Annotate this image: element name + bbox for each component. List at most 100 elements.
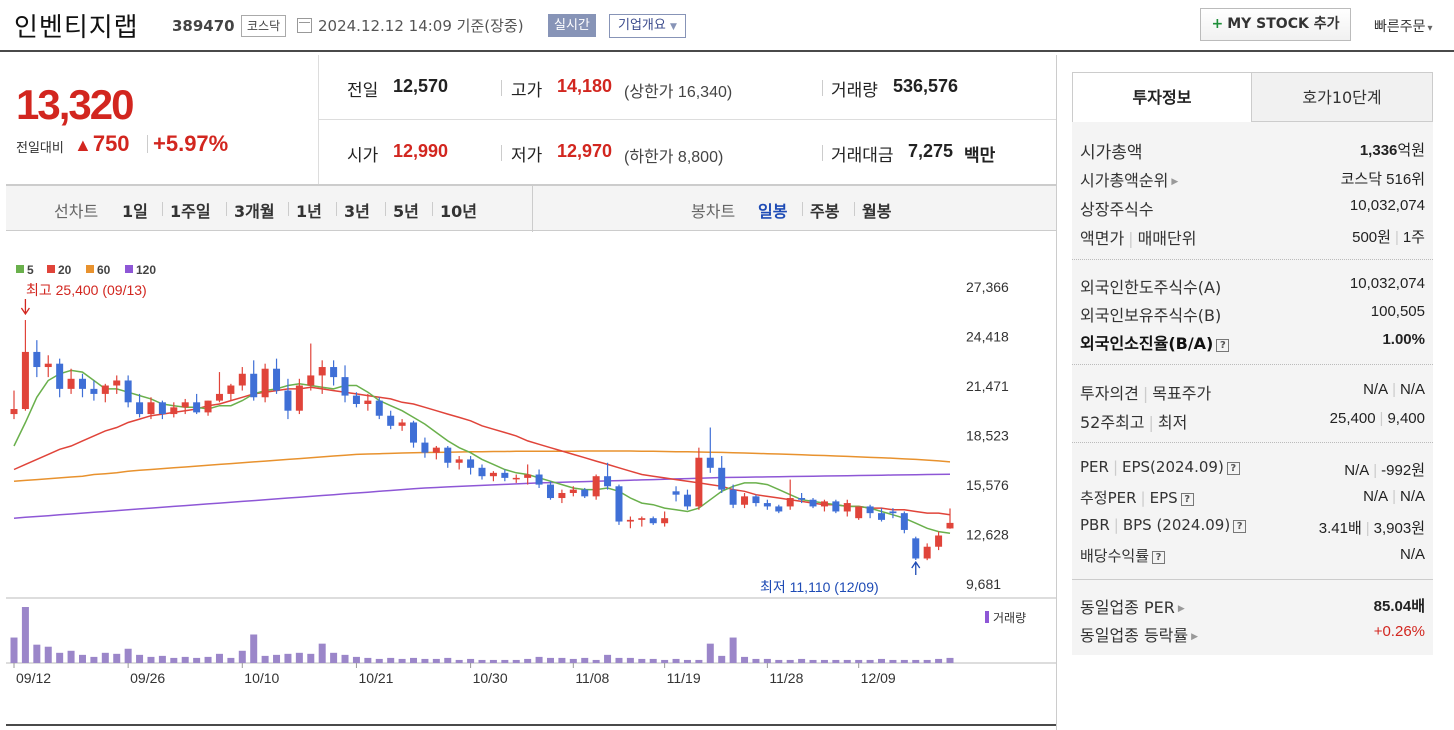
- help-icon[interactable]: ?: [1233, 520, 1247, 533]
- candlestick-chart[interactable]: 27,366 24,418 21,471 18,523 15,576 12,628 9,68…: [6, 231, 1056, 723]
- unit-value: 1주: [1402, 229, 1425, 246]
- candle-body: [318, 367, 326, 376]
- divider: [319, 119, 1056, 120]
- tab-1d[interactable]: 1일: [122, 202, 148, 221]
- volume-bar: [832, 659, 840, 663]
- week52-low-label: 최저: [1157, 413, 1188, 432]
- volume-bar: [809, 659, 817, 663]
- amount-value: 7,275: [908, 141, 954, 161]
- help-icon[interactable]: ?: [1180, 493, 1194, 506]
- tab-order-book[interactable]: 호가10단계: [1251, 72, 1433, 122]
- info-row: 상장주식수 10,032,074: [1080, 196, 1425, 220]
- cap-rank-text: 시가총액순위: [1080, 171, 1169, 190]
- candle-body: [432, 447, 440, 453]
- face-label: 액면가: [1080, 229, 1125, 248]
- candle-body: [604, 476, 612, 487]
- volume-bar: [90, 656, 98, 663]
- info-row: 외국인한도주식수(A) 10,032,074: [1080, 274, 1425, 298]
- candle-body: [672, 491, 680, 495]
- tab-10y[interactable]: 10년: [440, 202, 477, 221]
- info-row: 투자의견 | 목표주가 N/A | N/A: [1080, 380, 1425, 404]
- tab-1y[interactable]: 1년: [296, 202, 322, 221]
- volume-bar: [729, 637, 737, 663]
- market-cap: 1,336억원: [1360, 139, 1425, 160]
- info-row[interactable]: 시가총액순위 ▶ 코스닥 516위: [1080, 167, 1425, 191]
- opinion-target-label: 투자의견 | 목표주가: [1080, 384, 1212, 403]
- volume-label: 거래량: [831, 81, 878, 101]
- add-my-stock-button[interactable]: + MY STOCK 추가: [1200, 8, 1351, 41]
- candle-body: [364, 400, 372, 404]
- tab-3m[interactable]: 3개월: [234, 202, 275, 221]
- volume-bar: [889, 659, 897, 663]
- week52-value: 25,400 | 9,400: [1329, 410, 1425, 427]
- candle-body: [341, 377, 349, 396]
- company-overview-dropdown[interactable]: 기업개요 ▼: [609, 14, 686, 38]
- market-cap-label: 시가총액: [1080, 143, 1143, 163]
- volume-bar: [615, 657, 623, 663]
- quick-order-button[interactable]: 빠른주문: [1374, 16, 1433, 36]
- y-tick-label: 9,681: [966, 576, 1001, 592]
- tab-daily[interactable]: 일봉: [758, 202, 788, 221]
- tab-invest-info[interactable]: 투자정보: [1072, 72, 1252, 122]
- volume-bar: [912, 659, 920, 663]
- cap-rank-value: 코스닥 516위: [1340, 171, 1425, 188]
- candle-body: [10, 409, 18, 415]
- info-row[interactable]: 동일업종 등락률 ▶ +0.26%: [1080, 622, 1425, 646]
- est-per-value: N/A: [1363, 488, 1389, 505]
- candle-body: [375, 400, 383, 416]
- foreign-ratio-label: 외국인소진율(B/A)?: [1080, 330, 1230, 354]
- candle-chart-label: 봉차트: [691, 202, 736, 221]
- tab-3y[interactable]: 3년: [344, 202, 370, 221]
- candle-body: [535, 474, 543, 485]
- bps-value: 3,903원: [1373, 520, 1425, 537]
- help-icon[interactable]: ?: [1216, 339, 1230, 352]
- divider: [501, 145, 502, 161]
- low-arrow-icon: [911, 560, 921, 575]
- cap-rank-label: 시가총액순위 ▶: [1080, 167, 1178, 191]
- volume-bar: [170, 657, 178, 663]
- volume-bar: [569, 658, 577, 663]
- est-per-eps-label: 추정PER | EPS?: [1080, 487, 1194, 508]
- invest-info-panel: 투자정보 호가10단계 시가총액 1,336억원 시가총액순위 ▶ 코스닥 516…: [1056, 55, 1454, 730]
- tab-weekly[interactable]: 주봉: [810, 202, 840, 221]
- tab-monthly[interactable]: 월봉: [862, 202, 892, 221]
- est-eps-label: EPS: [1149, 489, 1178, 507]
- change-value: 750: [74, 131, 130, 157]
- y-tick-label: 18,523: [966, 428, 1009, 444]
- candle-body: [44, 363, 52, 368]
- legend-swatch: [125, 265, 133, 273]
- volume-bar: [604, 654, 612, 663]
- candle-body: [238, 373, 246, 386]
- tab-1w[interactable]: 1주일: [170, 202, 211, 221]
- candle-body: [444, 447, 452, 463]
- realtime-button[interactable]: 실시간: [548, 14, 596, 37]
- ma5-line: [13, 369, 951, 535]
- volume-bar: [592, 659, 600, 663]
- help-icon[interactable]: ?: [1226, 462, 1240, 475]
- info-row[interactable]: 동일업종 PER ▶ 85.04배: [1080, 594, 1425, 618]
- invest-info-body: 시가총액 1,336억원 시가총액순위 ▶ 코스닥 516위 상장주식수 10,0…: [1072, 122, 1433, 655]
- pbr-bps-label: PBR | BPS (2024.09)?: [1080, 516, 1247, 534]
- volume-bar: [512, 659, 520, 663]
- industry-per-label: 동일업종 PER ▶: [1080, 594, 1185, 618]
- est-eps-value: N/A: [1399, 488, 1425, 505]
- help-icon[interactable]: ?: [1152, 551, 1166, 564]
- volume-bar: [558, 657, 566, 663]
- volume-bar: [238, 650, 246, 663]
- face-value: 500원: [1352, 229, 1391, 246]
- calendar-icon: [297, 18, 312, 33]
- candle-body: [878, 513, 886, 520]
- candle-body: [261, 368, 269, 398]
- target-value: N/A: [1399, 381, 1425, 398]
- tab-5y[interactable]: 5년: [393, 202, 419, 221]
- volume-bar: [136, 654, 144, 663]
- caret-right-icon: ▶: [1177, 604, 1185, 614]
- info-row: PBR | BPS (2024.09)? 3.41배 | 3,903원: [1080, 516, 1425, 540]
- legend-label: 60: [97, 263, 111, 277]
- week52-low-value: 9,400: [1387, 410, 1425, 427]
- volume-bar: [649, 658, 657, 663]
- candle-body: [113, 380, 121, 386]
- candle-body: [718, 467, 726, 490]
- candle-body: [741, 496, 749, 505]
- candle-body: [158, 402, 166, 415]
